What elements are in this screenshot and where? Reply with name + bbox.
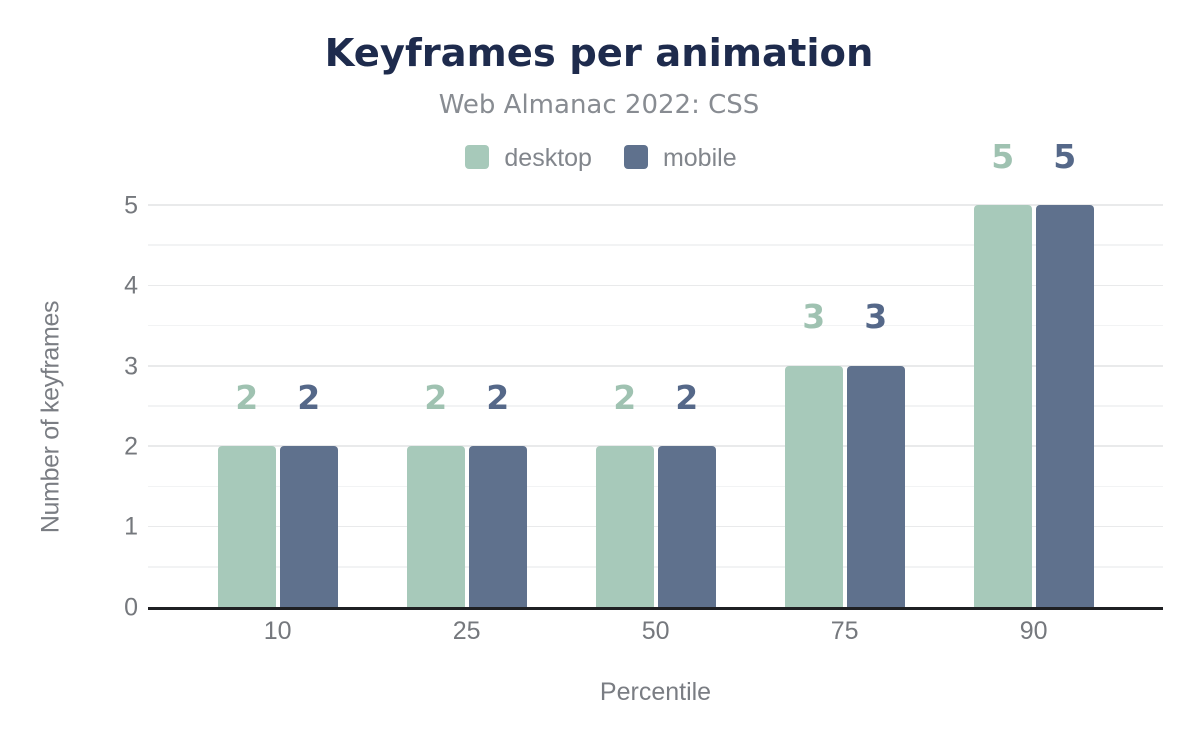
x-tick-label-25: 25 bbox=[452, 617, 481, 645]
bar-desktop-10 bbox=[217, 446, 276, 608]
legend-label-desktop: desktop bbox=[504, 143, 592, 172]
bar-value-label-mobile-50: 2 bbox=[675, 377, 699, 417]
legend-item-desktop: desktop bbox=[465, 145, 592, 170]
y-tick-label-1: 1 bbox=[124, 512, 138, 541]
gridline-minor-2.5 bbox=[148, 405, 1163, 407]
x-axis-baseline bbox=[147, 607, 1163, 610]
x-tick-label-50: 50 bbox=[641, 617, 670, 645]
legend: desktop mobile bbox=[1, 143, 1200, 172]
x-tick-label-90: 90 bbox=[1019, 617, 1048, 645]
x-axis-title: Percentile bbox=[599, 677, 712, 706]
bar-mobile-75 bbox=[846, 365, 905, 608]
legend-swatch-mobile bbox=[623, 145, 648, 169]
gridline-major-4 bbox=[148, 284, 1163, 287]
bar-value-label-desktop-50: 2 bbox=[613, 377, 637, 417]
gridline-major-3 bbox=[148, 365, 1163, 367]
gridline-minor-0.5 bbox=[148, 566, 1163, 568]
legend-item-mobile: mobile bbox=[623, 143, 737, 172]
bar-value-label-desktop-25: 2 bbox=[424, 377, 448, 417]
y-axis-title: Number of keyframes bbox=[36, 300, 64, 534]
bar-desktop-25 bbox=[406, 446, 465, 608]
legend-label-mobile: mobile bbox=[662, 143, 737, 172]
gridline-major-5 bbox=[148, 204, 1163, 206]
y-tick-label-5: 5 bbox=[124, 191, 138, 220]
chart-title: Keyframes per animation bbox=[324, 30, 874, 76]
bar-value-label-mobile-75: 3 bbox=[864, 297, 888, 337]
x-tick-label-10: 10 bbox=[263, 617, 292, 645]
bar-desktop-75 bbox=[784, 365, 843, 608]
bar-value-label-desktop-90: 5 bbox=[991, 136, 1015, 176]
bar-value-label-desktop-10: 2 bbox=[235, 377, 259, 417]
bar-mobile-10 bbox=[279, 446, 338, 608]
bar-desktop-90 bbox=[973, 205, 1032, 608]
y-tick-label-3: 3 bbox=[124, 352, 138, 381]
x-tick-label-75: 75 bbox=[830, 617, 859, 645]
bar-mobile-90 bbox=[1035, 205, 1094, 608]
bar-value-label-mobile-25: 2 bbox=[486, 377, 510, 417]
gridline-minor-3.5 bbox=[148, 324, 1163, 327]
bar-value-label-mobile-10: 2 bbox=[297, 377, 321, 417]
bar-value-label-mobile-90: 5 bbox=[1053, 136, 1077, 176]
legend-swatch-desktop bbox=[465, 145, 490, 169]
y-tick-label-0: 0 bbox=[124, 593, 138, 622]
gridline-major-2 bbox=[148, 445, 1163, 447]
y-tick-label-2: 2 bbox=[124, 432, 138, 461]
bar-mobile-50 bbox=[657, 446, 716, 608]
bar-desktop-50 bbox=[595, 446, 654, 608]
bar-mobile-25 bbox=[468, 446, 527, 608]
gridline-major-1 bbox=[148, 525, 1163, 528]
bar-value-label-desktop-75: 3 bbox=[802, 297, 826, 337]
y-tick-label-4: 4 bbox=[124, 271, 138, 300]
chart-subtitle: Web Almanac 2022: CSS bbox=[438, 89, 760, 120]
gridline-minor-1.5 bbox=[148, 485, 1163, 488]
gridline-minor-4.5 bbox=[148, 244, 1163, 246]
